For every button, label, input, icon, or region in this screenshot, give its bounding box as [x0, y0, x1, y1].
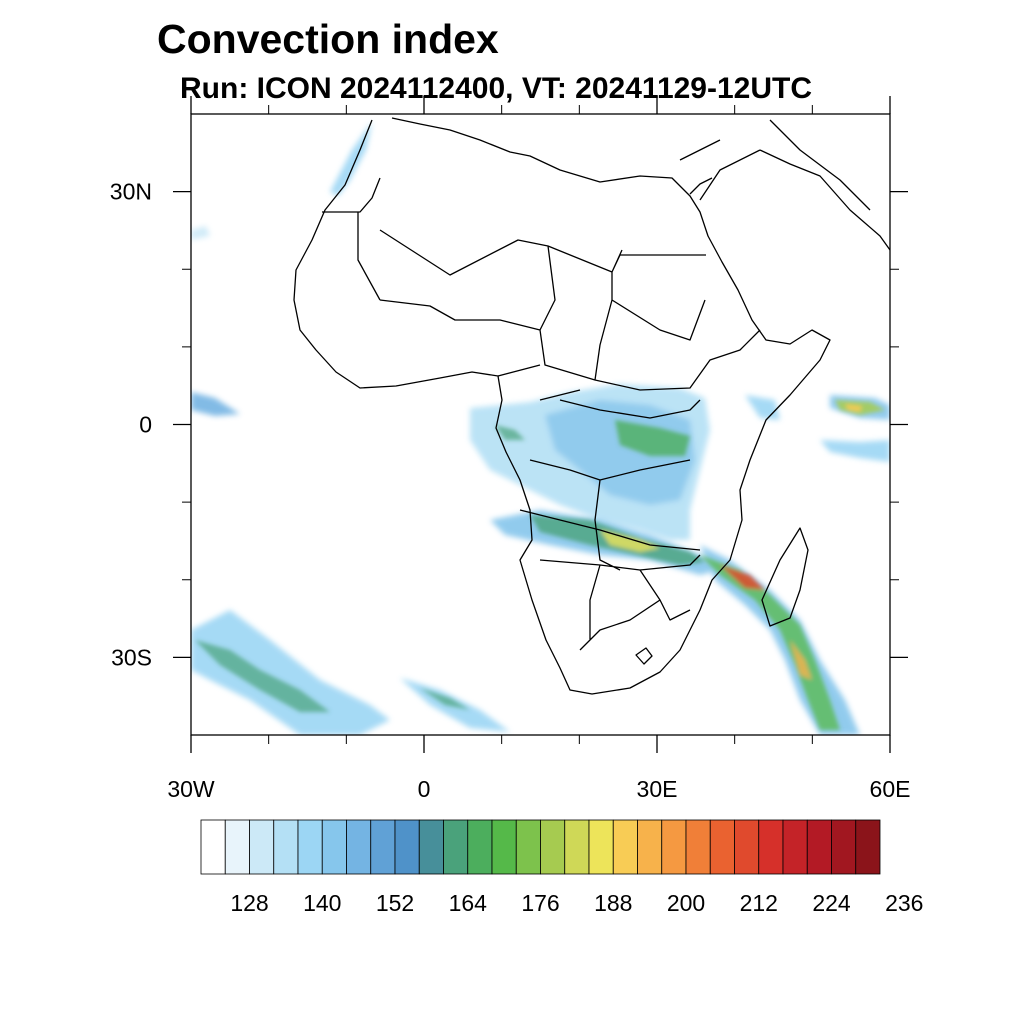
- axis-tick-labels: 30W 0 30E 60E 30N 0 30S: [110, 179, 911, 802]
- colorbar-label: 188: [594, 890, 632, 916]
- colorbar-swatch: [612, 819, 638, 875]
- colorbar-swatch: [491, 819, 517, 875]
- colorbar-swatch: [297, 819, 323, 875]
- colorbar-swatch: [758, 819, 784, 875]
- colorbar-swatch: [443, 819, 469, 875]
- x-tick-label: 60E: [870, 776, 911, 802]
- colorbar-label: 164: [449, 890, 488, 916]
- colorbar-label: 200: [667, 890, 705, 916]
- colorbar-label: 140: [303, 890, 341, 916]
- colorbar-swatch: [467, 819, 493, 875]
- colorbar-swatch: [855, 819, 881, 875]
- colorbar: 128 140 152 164 176 188 200 212 224 236: [200, 819, 923, 916]
- colorbar-swatch: [637, 819, 663, 875]
- colorbar-swatch: [346, 819, 372, 875]
- x-tick-label: 30W: [167, 776, 215, 802]
- colorbar-swatch: [273, 819, 299, 875]
- colorbar-swatch: [200, 819, 226, 875]
- x-tick-label: 0: [418, 776, 431, 802]
- colorbar-swatch: [782, 819, 808, 875]
- y-tick-label: 30S: [111, 644, 152, 670]
- y-tick-label: 30N: [110, 179, 152, 205]
- colorbar-label: 236: [885, 890, 923, 916]
- colorbar-swatch: [661, 819, 687, 875]
- x-tick-label: 30E: [637, 776, 678, 802]
- colorbar-swatch: [224, 819, 250, 875]
- colorbar-label: 224: [812, 890, 851, 916]
- colorbar-swatch: [394, 819, 420, 875]
- coastlines-borders: [293, 117, 890, 695]
- colorbar-swatch: [685, 819, 711, 875]
- colorbar-label: 128: [230, 890, 268, 916]
- colorbar-swatch: [564, 819, 590, 875]
- colorbar-swatch: [709, 819, 735, 875]
- colorbar-swatch: [588, 819, 614, 875]
- colorbar-label: 212: [740, 890, 778, 916]
- colorbar-swatch: [249, 819, 275, 875]
- colorbar-swatch: [321, 819, 347, 875]
- colorbar-swatch: [418, 819, 444, 875]
- axis-ticks: [173, 96, 908, 753]
- colorbar-label: 152: [376, 890, 414, 916]
- y-tick-label: 0: [139, 412, 152, 438]
- chart-title: Convection index: [157, 16, 499, 62]
- colorbar-swatch: [831, 819, 857, 875]
- colorbar-swatch: [540, 819, 566, 875]
- colorbar-swatch: [734, 819, 760, 875]
- colorbar-swatch: [370, 819, 396, 875]
- colorbar-label: 176: [521, 890, 559, 916]
- chart-subtitle: Run: ICON 2024112400, VT: 20241129-12UTC: [180, 72, 813, 105]
- convection-field: [191, 122, 890, 735]
- colorbar-swatch: [806, 819, 832, 875]
- colorbar-swatch: [515, 819, 541, 875]
